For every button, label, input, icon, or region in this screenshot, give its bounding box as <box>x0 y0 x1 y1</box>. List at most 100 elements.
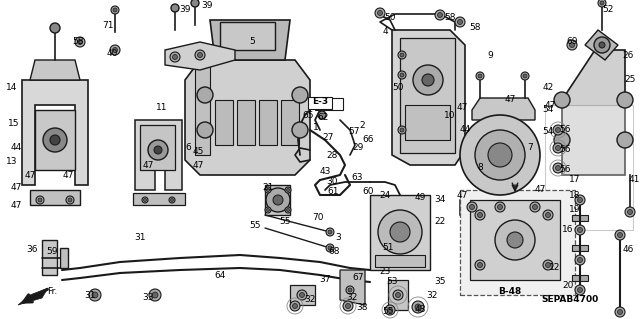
Circle shape <box>378 11 383 16</box>
Text: 30: 30 <box>326 177 338 187</box>
Text: 68: 68 <box>328 248 340 256</box>
Text: 51: 51 <box>382 243 394 253</box>
Circle shape <box>328 246 332 250</box>
Circle shape <box>553 125 563 135</box>
Circle shape <box>627 210 632 214</box>
Circle shape <box>615 307 625 317</box>
Circle shape <box>173 55 177 60</box>
Circle shape <box>149 289 161 301</box>
Circle shape <box>458 19 463 25</box>
Circle shape <box>575 195 585 205</box>
Text: 16: 16 <box>563 226 573 234</box>
Text: 12: 12 <box>549 263 561 272</box>
Polygon shape <box>388 280 408 310</box>
Circle shape <box>169 197 175 203</box>
Text: 65: 65 <box>302 110 314 120</box>
Circle shape <box>475 260 485 270</box>
Polygon shape <box>562 50 625 175</box>
Text: 42: 42 <box>542 84 554 93</box>
Bar <box>220 22 275 50</box>
Circle shape <box>292 87 308 103</box>
Circle shape <box>170 52 180 62</box>
Polygon shape <box>265 185 290 215</box>
Bar <box>572 275 588 281</box>
Text: 62: 62 <box>317 114 329 122</box>
Text: 47: 47 <box>192 160 204 169</box>
Circle shape <box>577 287 582 293</box>
Text: 28: 28 <box>326 151 338 160</box>
Text: 20: 20 <box>563 280 573 290</box>
Polygon shape <box>22 80 88 185</box>
Text: 1: 1 <box>313 123 319 132</box>
Text: 47: 47 <box>142 160 154 169</box>
Text: 63: 63 <box>351 174 363 182</box>
Polygon shape <box>370 195 430 270</box>
Circle shape <box>467 202 477 212</box>
Text: 55: 55 <box>382 308 394 316</box>
Text: 52: 52 <box>602 5 614 14</box>
Circle shape <box>495 202 505 212</box>
Text: 39: 39 <box>201 2 212 11</box>
Circle shape <box>475 210 485 220</box>
Circle shape <box>143 198 147 202</box>
Bar <box>60 248 68 268</box>
Text: 17: 17 <box>569 175 580 184</box>
Text: 58: 58 <box>444 13 456 23</box>
Bar <box>140 125 175 170</box>
Circle shape <box>553 143 563 153</box>
Text: 32: 32 <box>346 293 358 302</box>
Text: 19: 19 <box>569 205 580 214</box>
Circle shape <box>191 0 199 7</box>
Circle shape <box>599 42 605 48</box>
Text: SEPAB4700: SEPAB4700 <box>541 295 598 305</box>
Text: 32: 32 <box>426 291 438 300</box>
Text: 36: 36 <box>26 246 38 255</box>
Polygon shape <box>472 98 535 120</box>
Circle shape <box>470 204 474 210</box>
Circle shape <box>545 212 550 218</box>
Circle shape <box>50 135 60 145</box>
Text: 44: 44 <box>10 143 22 152</box>
Circle shape <box>422 74 434 86</box>
Text: 40: 40 <box>106 49 118 58</box>
Circle shape <box>346 286 354 294</box>
Polygon shape <box>340 270 365 305</box>
Circle shape <box>66 196 74 204</box>
Text: 27: 27 <box>323 133 333 143</box>
Circle shape <box>171 4 179 12</box>
Circle shape <box>343 301 353 311</box>
Circle shape <box>292 303 298 308</box>
Text: 11: 11 <box>156 103 168 113</box>
Text: 54: 54 <box>542 128 554 137</box>
Circle shape <box>110 45 120 55</box>
Circle shape <box>77 40 83 44</box>
Text: 47: 47 <box>534 186 546 195</box>
Circle shape <box>570 42 575 48</box>
Circle shape <box>287 209 289 211</box>
Circle shape <box>577 227 582 233</box>
Text: Fr.: Fr. <box>47 287 57 296</box>
Bar <box>215 100 233 145</box>
Text: 60: 60 <box>362 188 374 197</box>
Text: 54: 54 <box>542 106 554 115</box>
Text: 49: 49 <box>414 194 426 203</box>
Bar <box>237 100 255 145</box>
Circle shape <box>266 209 269 211</box>
Circle shape <box>148 140 168 160</box>
Text: 47: 47 <box>10 183 22 192</box>
Polygon shape <box>392 30 465 165</box>
Circle shape <box>617 92 633 108</box>
Text: 22: 22 <box>435 218 445 226</box>
Circle shape <box>300 293 305 298</box>
Circle shape <box>543 260 553 270</box>
Circle shape <box>348 288 352 292</box>
Text: B-48: B-48 <box>499 287 522 296</box>
Text: 33: 33 <box>142 293 154 302</box>
Polygon shape <box>210 20 290 60</box>
Bar <box>545 105 633 230</box>
Circle shape <box>398 71 406 79</box>
Circle shape <box>113 8 117 12</box>
Text: 15: 15 <box>8 118 20 128</box>
Circle shape <box>577 197 582 203</box>
Circle shape <box>556 166 561 170</box>
